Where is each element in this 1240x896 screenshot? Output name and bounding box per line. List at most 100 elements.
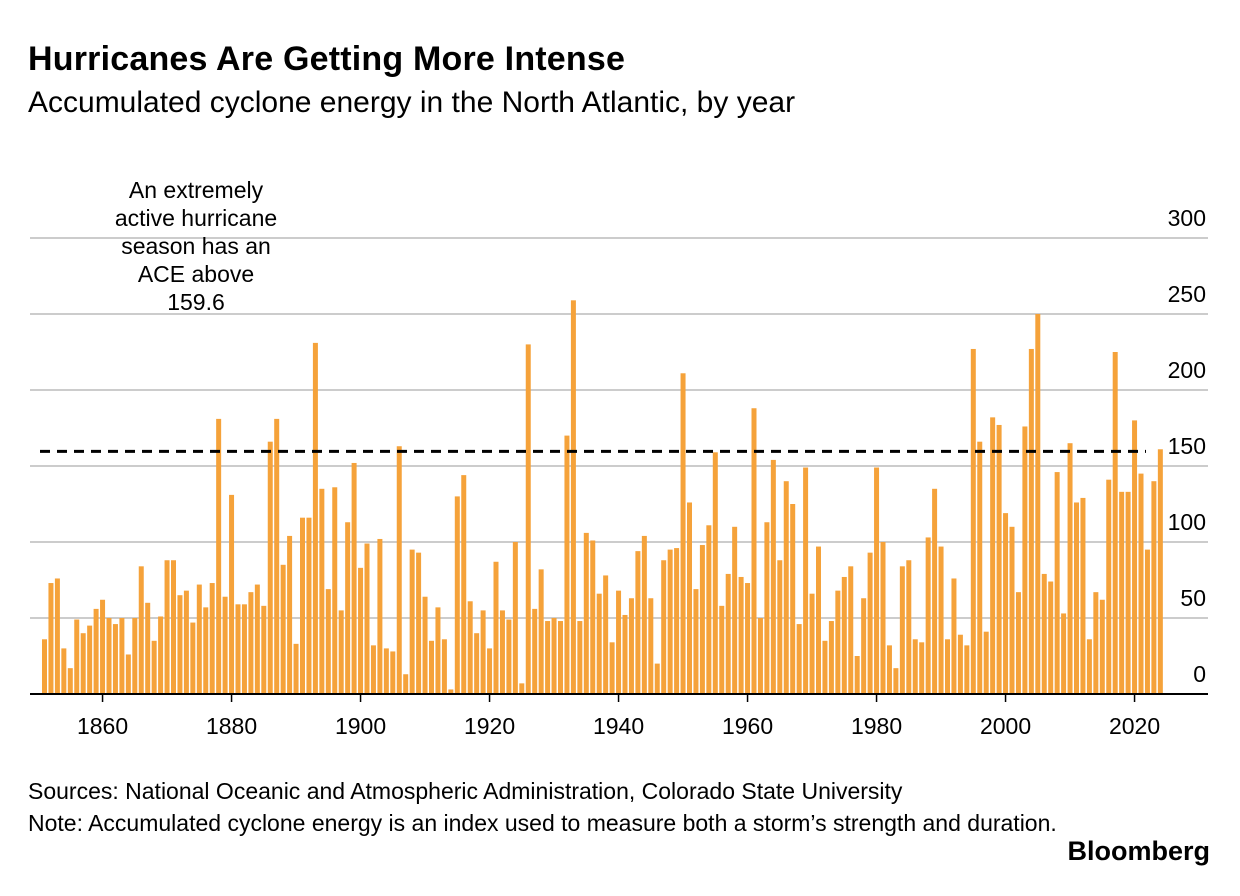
bar-1872 [177, 595, 183, 694]
bar-1910 [422, 596, 428, 694]
bar-2007 [1048, 581, 1054, 694]
bar-1934 [577, 621, 583, 694]
bar-2017 [1112, 352, 1118, 694]
bar-1862 [112, 624, 118, 694]
bar-1901 [364, 543, 370, 694]
bar-1999 [996, 424, 1002, 694]
bar-2014 [1093, 592, 1099, 694]
bar-1873 [183, 590, 189, 694]
bar-1958 [732, 526, 738, 694]
bar-1887 [274, 418, 280, 694]
bar-1973 [828, 621, 834, 694]
bar-1991 [945, 639, 950, 694]
bar-1996 [977, 441, 983, 694]
bar-1956 [719, 605, 725, 694]
bar-2009 [1061, 613, 1067, 694]
bar-1871 [171, 560, 176, 694]
bar-1877 [209, 583, 215, 694]
bar-1987 [919, 642, 925, 694]
bar-1931 [558, 621, 563, 694]
bar-1859 [93, 608, 99, 694]
bar-1864 [125, 654, 131, 694]
bar-2022 [1144, 549, 1150, 694]
bar-1982 [886, 645, 892, 694]
bar-1851 [42, 639, 47, 694]
bar-1905 [390, 651, 396, 694]
x-tick-label-1900: 1900 [335, 713, 386, 739]
bar-1975 [841, 576, 847, 694]
bar-1990 [938, 546, 944, 694]
bar-1914 [448, 689, 454, 694]
bar-1893 [312, 342, 318, 694]
bar-1969 [803, 467, 809, 694]
bar-1983 [893, 668, 899, 694]
bar-2005 [1035, 314, 1041, 694]
bar-1940 [616, 590, 622, 694]
bar-1885 [261, 605, 267, 694]
bar-1868 [151, 640, 157, 694]
bar-1966 [783, 481, 789, 694]
bar-1927 [532, 608, 538, 694]
bar-1978 [861, 598, 867, 694]
bar-1986 [912, 639, 918, 694]
bar-1924 [512, 542, 518, 694]
bar-2011 [1074, 502, 1079, 694]
bar-2015 [1099, 599, 1105, 694]
bar-1890 [293, 643, 299, 694]
bar-1989 [932, 488, 938, 694]
bar-1998 [990, 417, 996, 694]
bar-1944 [641, 535, 647, 694]
bar-1895 [325, 589, 331, 694]
bar-2001 [1009, 526, 1015, 694]
y-tick-label-150: 150 [1168, 433, 1206, 459]
bar-2002 [1015, 592, 1021, 694]
bar-1943 [635, 551, 641, 694]
bar-1963 [764, 522, 770, 694]
y-tick-label-300: 300 [1168, 205, 1206, 231]
bar-1869 [158, 616, 164, 694]
bar-1925 [519, 683, 525, 694]
bar-1892 [306, 517, 312, 694]
bar-1946 [654, 663, 660, 694]
bar-2003 [1022, 426, 1028, 694]
x-tick-label-1920: 1920 [464, 713, 515, 739]
bar-1879 [222, 596, 228, 694]
bar-2019 [1125, 491, 1131, 694]
bar-1928 [538, 569, 544, 694]
bar-1909 [416, 552, 422, 694]
bar-1955 [712, 452, 718, 694]
bar-1917 [467, 601, 473, 694]
bar-1921 [493, 561, 499, 694]
bar-1949 [674, 548, 680, 694]
bar-2010 [1067, 443, 1073, 694]
footer: Sources: National Oceanic and Atmospheri… [28, 775, 1088, 839]
bar-2021 [1138, 473, 1144, 694]
bar-1965 [777, 560, 783, 694]
bar-1997 [983, 631, 989, 694]
bar-1942 [628, 598, 634, 694]
bar-1880 [229, 494, 235, 694]
bar-1995 [970, 348, 976, 694]
bar-1916 [461, 475, 467, 694]
y-tick-label-100: 100 [1168, 509, 1206, 535]
bar-2020 [1132, 420, 1138, 694]
bar-1935 [583, 532, 589, 694]
bar-1933 [570, 300, 576, 694]
bar-2004 [1028, 348, 1034, 694]
x-tick-label-1880: 1880 [206, 713, 257, 739]
bar-1863 [119, 618, 125, 694]
bar-1903 [377, 538, 383, 694]
bar-1923 [506, 619, 512, 694]
bar-1981 [880, 542, 886, 694]
bar-1926 [525, 344, 531, 694]
bar-2016 [1106, 479, 1112, 694]
x-tick-label-1860: 1860 [77, 713, 128, 739]
bar-1911 [429, 640, 434, 694]
bar-1930 [551, 618, 557, 694]
bloomberg-logo: Bloomberg [1067, 836, 1210, 866]
bar-1937 [596, 593, 602, 694]
bar-1861 [106, 618, 112, 694]
bar-1967 [790, 504, 796, 694]
bar-1881 [235, 604, 241, 694]
note-text: Note: Accumulated cyclone energy is an i… [28, 810, 1057, 836]
